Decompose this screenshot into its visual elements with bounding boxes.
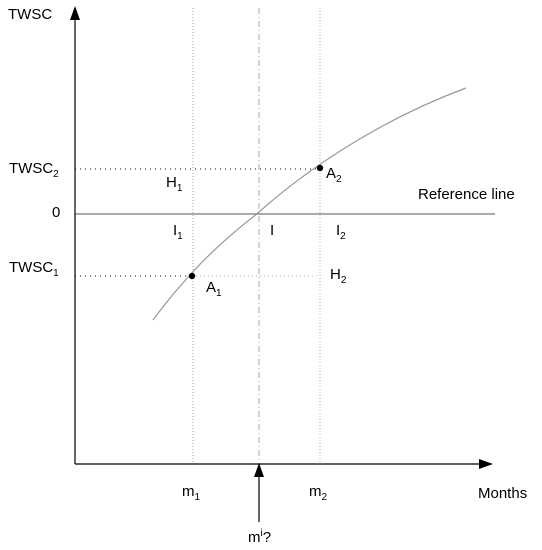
mi-arrow-head [254, 463, 264, 477]
twsc2-label: TWSC2 [9, 160, 59, 180]
mi-label: mi? [248, 528, 271, 546]
zero-label: 0 [52, 204, 60, 221]
point-i-label: I [270, 222, 274, 239]
m1-label: m1 [182, 483, 201, 503]
x-axis-label: Months [478, 485, 527, 502]
twsc-curve [152, 87, 467, 321]
m2-label: m2 [309, 483, 328, 503]
point-a2-label: A2 [326, 165, 342, 185]
twsc1-label: TWSC1 [9, 259, 59, 279]
point-a1-label: A1 [206, 279, 222, 299]
point-i2-label: I2 [336, 222, 346, 242]
reference-line-label: Reference line [418, 186, 515, 203]
x-axis-arrow [479, 459, 493, 469]
point-h1-label: H1 [166, 174, 183, 194]
point-h2-label: H2 [330, 266, 347, 286]
y-axis-label: TWSC [8, 6, 52, 23]
point-i1-label: I1 [173, 222, 183, 242]
point-a1-marker [188, 272, 196, 280]
y-axis-arrow [70, 6, 80, 20]
point-a2-marker [316, 164, 324, 172]
